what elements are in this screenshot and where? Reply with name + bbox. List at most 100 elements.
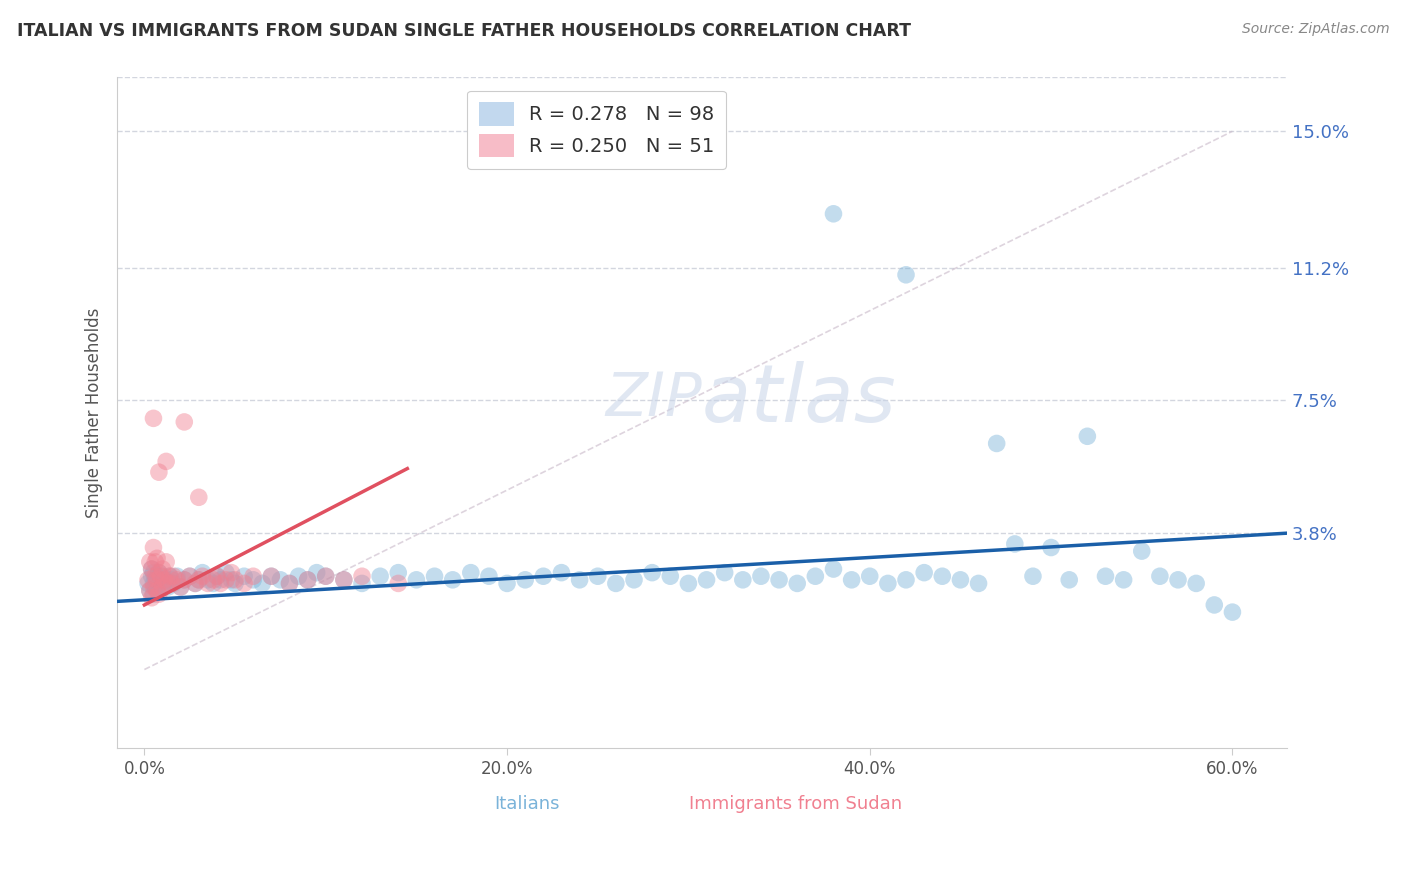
Point — [967, 576, 990, 591]
Point — [139, 583, 162, 598]
Point — [141, 591, 163, 605]
Point — [912, 566, 935, 580]
Point — [1057, 573, 1080, 587]
Point — [297, 573, 319, 587]
Point — [136, 576, 159, 591]
Point — [224, 573, 246, 587]
Y-axis label: Single Father Households: Single Father Households — [86, 308, 103, 518]
Point — [1112, 573, 1135, 587]
Point — [894, 573, 917, 587]
Point — [696, 573, 718, 587]
Point — [205, 569, 228, 583]
Point — [139, 555, 162, 569]
Point — [496, 576, 519, 591]
Point — [623, 573, 645, 587]
Point — [149, 573, 172, 587]
Point — [531, 569, 554, 583]
Point — [173, 415, 195, 429]
Point — [350, 576, 373, 591]
Point — [146, 573, 169, 587]
Point — [215, 566, 238, 580]
Point — [169, 580, 191, 594]
Point — [478, 569, 501, 583]
Point — [197, 576, 219, 591]
Point — [1040, 541, 1063, 555]
Point — [187, 573, 209, 587]
Point — [405, 573, 427, 587]
Point — [141, 569, 163, 583]
Point — [287, 569, 309, 583]
Point — [278, 576, 301, 591]
Point — [166, 569, 188, 583]
Point — [184, 576, 207, 591]
Text: Italians: Italians — [494, 796, 560, 814]
Point — [260, 569, 283, 583]
Point — [260, 569, 283, 583]
Point — [1149, 569, 1171, 583]
Point — [184, 576, 207, 591]
Point — [233, 569, 256, 583]
Point — [148, 576, 170, 591]
Point — [143, 569, 166, 583]
Point — [823, 207, 845, 221]
Point — [605, 576, 627, 591]
Text: ZIP: ZIP — [605, 370, 702, 429]
Point — [550, 566, 572, 580]
Point — [148, 566, 170, 580]
Point — [187, 573, 209, 587]
Point — [1167, 573, 1189, 587]
Point — [731, 573, 754, 587]
Point — [387, 576, 409, 591]
Point — [315, 569, 337, 583]
Point — [146, 569, 169, 583]
Point — [143, 580, 166, 594]
Point — [155, 454, 177, 468]
Point — [148, 587, 170, 601]
Point — [187, 490, 209, 504]
Point — [713, 566, 735, 580]
Point — [986, 436, 1008, 450]
Point — [202, 573, 225, 587]
Point — [152, 580, 174, 594]
Text: Source: ZipAtlas.com: Source: ZipAtlas.com — [1241, 22, 1389, 37]
Point — [221, 566, 243, 580]
Point — [1094, 569, 1116, 583]
Point — [159, 569, 181, 583]
Point — [460, 566, 482, 580]
Point — [786, 576, 808, 591]
Point — [209, 573, 232, 587]
Point — [146, 583, 169, 598]
Point — [156, 576, 179, 591]
Point — [252, 576, 274, 591]
Point — [162, 569, 184, 583]
Point — [242, 569, 264, 583]
Point — [1222, 605, 1244, 619]
Text: Immigrants from Sudan: Immigrants from Sudan — [689, 796, 903, 814]
Point — [173, 573, 195, 587]
Point — [152, 580, 174, 594]
Point — [768, 573, 790, 587]
Point — [515, 573, 537, 587]
Point — [949, 573, 972, 587]
Point — [179, 569, 201, 583]
Text: atlas: atlas — [702, 360, 897, 439]
Point — [141, 562, 163, 576]
Point — [641, 566, 664, 580]
Point — [162, 576, 184, 591]
Point — [659, 569, 682, 583]
Point — [823, 562, 845, 576]
Point — [160, 576, 183, 591]
Point — [153, 576, 176, 591]
Point — [155, 555, 177, 569]
Point — [142, 411, 165, 425]
Point — [209, 576, 232, 591]
Point — [155, 573, 177, 587]
Point — [146, 551, 169, 566]
Point — [143, 573, 166, 587]
Point — [1076, 429, 1098, 443]
Point — [423, 569, 446, 583]
Point — [333, 573, 356, 587]
Point — [1004, 537, 1026, 551]
Point — [804, 569, 827, 583]
Point — [1130, 544, 1153, 558]
